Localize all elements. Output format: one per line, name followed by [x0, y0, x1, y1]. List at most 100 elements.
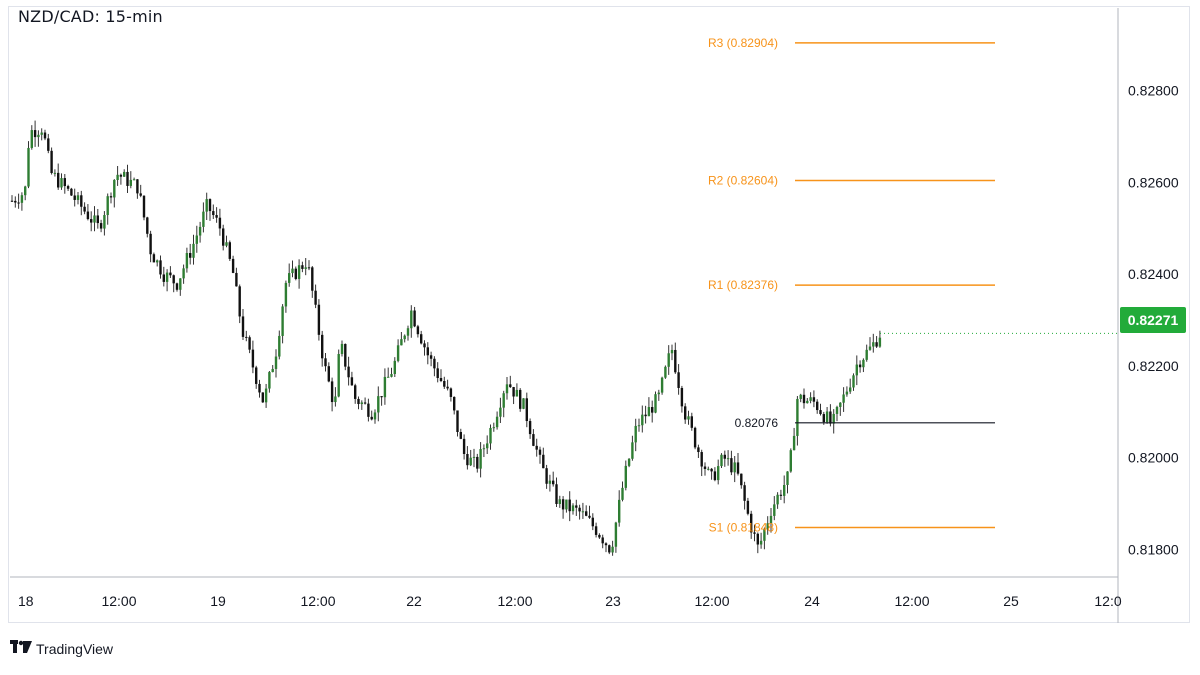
candle-body — [604, 543, 608, 546]
candle-body — [542, 454, 545, 469]
candle-body — [535, 445, 538, 450]
y-tick-label: 0.82400 — [1128, 266, 1179, 282]
brand[interactable]: TradingView — [10, 640, 113, 657]
candle — [532, 429, 535, 447]
candle — [76, 192, 80, 205]
candle — [27, 141, 30, 189]
candle-body — [218, 217, 222, 229]
candle-body — [10, 200, 14, 202]
candle — [552, 471, 555, 487]
x-tick-label: 12:00 — [497, 593, 532, 609]
candle-body — [806, 400, 809, 404]
candle-body — [169, 272, 172, 276]
candle-body — [159, 260, 162, 275]
candle-body — [710, 468, 713, 472]
candle-body — [495, 416, 499, 428]
candle — [268, 370, 271, 393]
candle-body — [802, 394, 806, 404]
candle-body — [162, 274, 165, 282]
candle — [792, 427, 796, 451]
candle-body — [512, 387, 515, 397]
candle — [849, 378, 852, 394]
candle-body — [24, 186, 27, 196]
candle-body — [426, 347, 429, 356]
candle — [212, 204, 215, 219]
candle — [858, 360, 862, 373]
x-tick-label: 12:00 — [694, 593, 729, 609]
candle-body — [486, 443, 489, 449]
candle-body — [845, 391, 849, 395]
candle — [585, 505, 588, 517]
candle-body — [192, 243, 195, 258]
candle — [146, 216, 149, 238]
x-tick-label: 12:00 — [300, 593, 335, 609]
candle-body — [416, 326, 420, 335]
candle — [218, 208, 222, 236]
candle — [763, 527, 766, 550]
candle-body — [763, 529, 766, 541]
candle — [30, 125, 33, 150]
candle — [687, 410, 690, 425]
candle-body — [525, 398, 528, 422]
candle — [720, 453, 723, 468]
candle — [433, 356, 436, 377]
candle-body — [637, 425, 641, 427]
candle — [733, 456, 736, 483]
candle-body — [215, 215, 218, 218]
candle-body — [390, 373, 393, 377]
candle — [264, 383, 268, 408]
candle-body — [482, 448, 486, 450]
candle-body — [528, 421, 532, 435]
candle-body — [86, 211, 90, 220]
candle-body — [750, 513, 753, 533]
candle-body — [585, 511, 588, 516]
candle-body — [667, 353, 670, 367]
candle — [60, 173, 63, 190]
candle — [647, 397, 651, 417]
candle — [354, 383, 357, 404]
candle — [693, 426, 697, 450]
candle — [443, 376, 446, 389]
candle — [195, 225, 198, 253]
candle-body — [281, 306, 284, 336]
candle — [93, 206, 96, 232]
candle-body — [459, 432, 462, 439]
candle-body — [684, 406, 687, 420]
candle-body — [726, 458, 730, 460]
candle-body — [736, 462, 740, 474]
candle-body — [436, 368, 439, 379]
candle — [83, 202, 86, 215]
candle-body — [284, 282, 288, 307]
candle — [825, 407, 829, 424]
candle-body — [132, 179, 136, 181]
candle-body — [195, 235, 198, 244]
candle-body — [297, 265, 301, 279]
candle — [367, 398, 370, 422]
candle-body — [839, 402, 842, 407]
candle — [43, 129, 47, 141]
candle-body — [377, 396, 380, 413]
candle — [37, 130, 40, 147]
candle-body — [360, 402, 363, 405]
candle — [340, 340, 344, 357]
candle — [707, 466, 710, 471]
candle — [766, 516, 769, 535]
candle — [677, 364, 680, 395]
candle — [816, 399, 819, 414]
candle-body — [641, 414, 644, 426]
candle-body — [855, 364, 858, 376]
candle — [406, 325, 410, 341]
candle-body — [268, 372, 271, 389]
candle — [862, 358, 865, 373]
candle — [872, 333, 875, 353]
candle — [10, 195, 14, 203]
candle — [759, 532, 763, 549]
candle — [113, 179, 116, 208]
candle — [657, 389, 660, 401]
candle — [581, 502, 585, 519]
candle-body — [76, 195, 80, 200]
candle — [690, 412, 693, 431]
candle — [90, 211, 93, 232]
candle — [70, 187, 73, 196]
